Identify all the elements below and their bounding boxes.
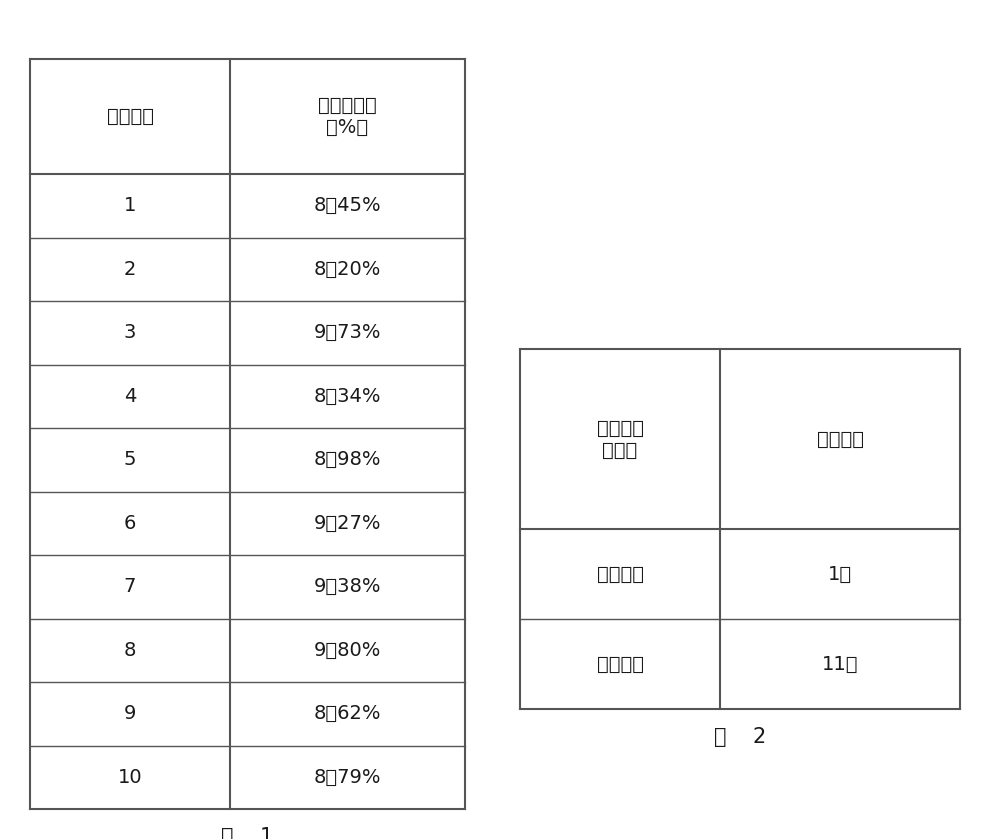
Text: 蒸汽干燥
分阶段: 蒸汽干燥 分阶段 — [596, 419, 644, 460]
Text: 1天: 1天 — [828, 565, 852, 583]
Text: 8．20%: 8．20% — [314, 260, 381, 279]
Text: 9．73%: 9．73% — [314, 323, 381, 342]
Text: 喷蒸阶段: 喷蒸阶段 — [596, 565, 644, 583]
Text: 8．79%: 8．79% — [314, 768, 381, 787]
Text: 7: 7 — [124, 577, 136, 597]
Text: 5: 5 — [124, 451, 136, 469]
Text: 10: 10 — [118, 768, 142, 787]
Text: 8．34%: 8．34% — [314, 387, 381, 406]
Text: 9．38%: 9．38% — [314, 577, 381, 597]
Text: 1: 1 — [124, 196, 136, 216]
Text: 试验编号: 试验编号 — [106, 107, 154, 126]
Text: 6: 6 — [124, 513, 136, 533]
Text: 8．45%: 8．45% — [314, 196, 381, 216]
Text: 4: 4 — [124, 387, 136, 406]
Text: 表    1: 表 1 — [221, 827, 274, 839]
Text: 11天: 11天 — [822, 654, 858, 674]
Text: 8: 8 — [124, 641, 136, 659]
Text: 8．98%: 8．98% — [314, 451, 381, 469]
Text: 9．27%: 9．27% — [314, 513, 381, 533]
Text: 9．80%: 9．80% — [314, 641, 381, 659]
Text: 表    2: 表 2 — [714, 727, 766, 747]
Text: 9: 9 — [124, 704, 136, 723]
Text: 所耗时间: 所耗时间 — [816, 430, 864, 449]
Text: 3: 3 — [124, 323, 136, 342]
Text: 木材含水率
（%）: 木材含水率 （%） — [318, 96, 377, 137]
Text: 干燥阶段: 干燥阶段 — [596, 654, 644, 674]
Text: 8．62%: 8．62% — [314, 704, 381, 723]
Text: 2: 2 — [124, 260, 136, 279]
